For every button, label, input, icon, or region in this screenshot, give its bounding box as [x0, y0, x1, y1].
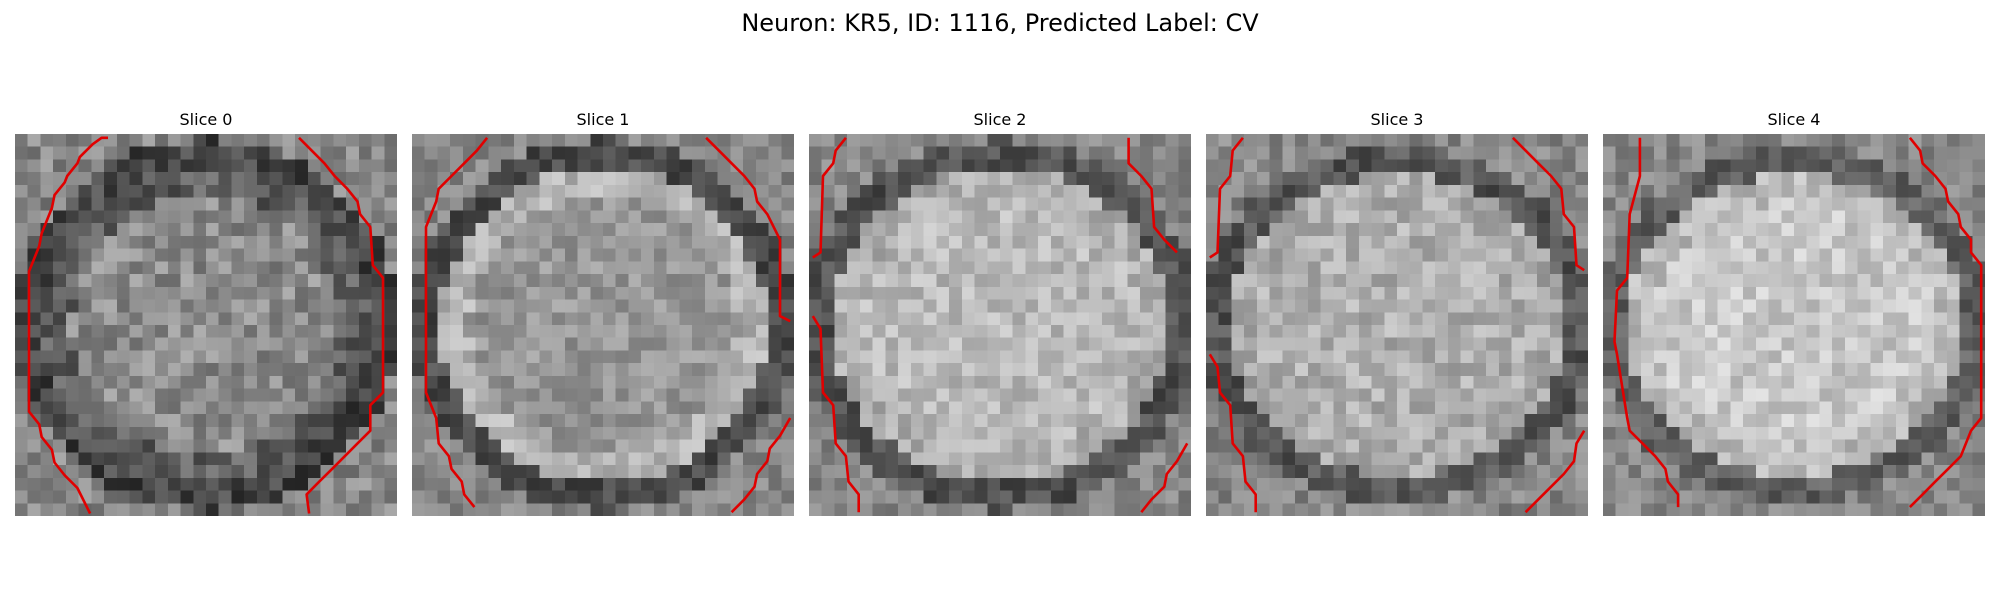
contour-line	[812, 136, 847, 259]
contour-line	[1208, 353, 1258, 513]
slice-title: Slice 0	[179, 110, 233, 129]
slice-panel-2: Slice 2	[809, 110, 1191, 520]
slice-panel-0: Slice 0	[15, 110, 397, 520]
slice-title: Slice 3	[1370, 110, 1424, 129]
slice-image	[1603, 134, 1985, 516]
slice-image	[1206, 134, 1588, 516]
slice-title: Slice 1	[576, 110, 630, 129]
slice-title: Slice 4	[1767, 110, 1821, 129]
contour-line	[298, 136, 385, 514]
contour-line	[1524, 430, 1586, 514]
slice-image	[809, 134, 1191, 516]
slice-panel-1: Slice 1	[412, 110, 794, 520]
contour-line	[1908, 136, 1983, 509]
contour-line	[811, 315, 861, 513]
slice-image	[412, 134, 794, 516]
contour-line	[424, 136, 489, 508]
contour-line	[1209, 136, 1244, 259]
contour-line	[730, 417, 792, 514]
figure-title: Neuron: KR5, ID: 1116, Predicted Label: …	[741, 9, 1259, 37]
slice-panel-4: Slice 4	[1603, 110, 1985, 520]
contour-line	[705, 136, 791, 323]
contour-line	[1140, 442, 1189, 514]
slice-panel-3: Slice 3	[1206, 110, 1588, 520]
contour-line	[1127, 137, 1178, 254]
slice-title: Slice 2	[973, 110, 1027, 129]
contour-line	[27, 136, 108, 515]
slice-image	[15, 134, 397, 516]
contour-line	[1613, 137, 1680, 508]
contour-line	[1511, 136, 1585, 272]
